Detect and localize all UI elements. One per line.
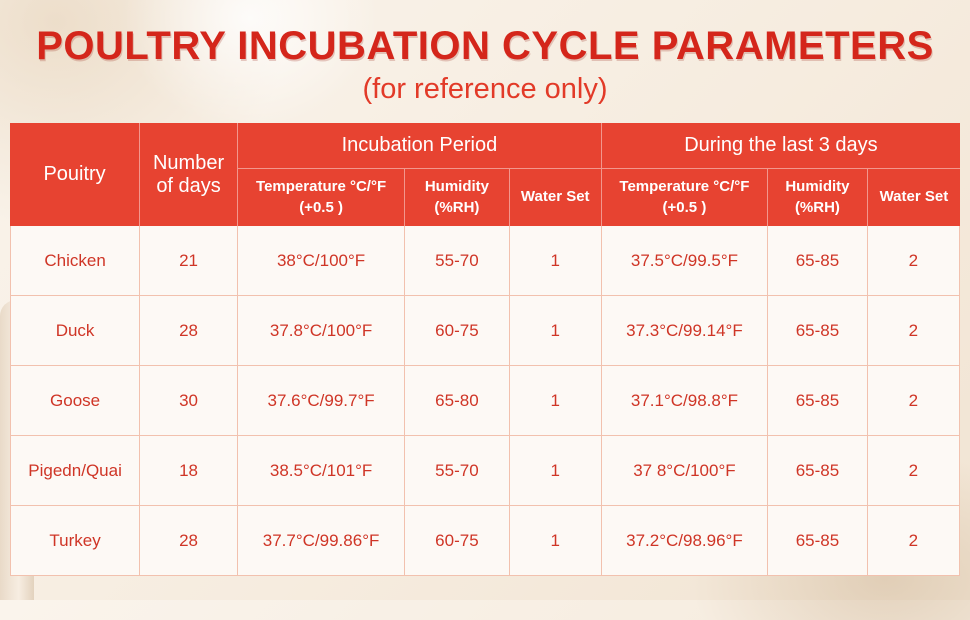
- table-cell: 37 8°C/100°F: [601, 436, 769, 506]
- page-subtitle: (for reference only): [362, 73, 608, 105]
- table-cell: 30: [140, 366, 238, 436]
- table-cell: 28: [140, 506, 238, 576]
- table-cell: 38.5°C/101°F: [237, 436, 406, 506]
- table-cell: 2: [867, 506, 960, 576]
- table-row: Goose 30 37.6°C/99.7°F 65-80 1 37.1°C/98.8°F 6…: [10, 366, 960, 436]
- poultry-name-cell: Turkey: [10, 506, 141, 576]
- table-cell: 65-85: [768, 366, 868, 436]
- table-cell: 2: [867, 436, 960, 506]
- table-cell: 2: [867, 366, 960, 436]
- table-cell: 21: [140, 226, 238, 296]
- table-cell: 37.3°C/99.14°F: [601, 296, 769, 366]
- table-cell: 65-80: [405, 366, 510, 436]
- table-cell: 37.8°C/100°F: [237, 296, 406, 366]
- incubation-table-container: Pouitry Number of days Incubation Period…: [10, 123, 960, 576]
- table-cell: 2: [867, 226, 960, 296]
- poultry-name-cell: Chicken: [10, 226, 141, 296]
- table-row: Pigedn/Quai 18 38.5°C/101°F 55-70 1 37 8°C/10…: [10, 436, 960, 506]
- header-humidity-incubation: Humidity (%RH): [405, 168, 510, 226]
- table-cell: 55-70: [405, 226, 510, 296]
- header-water-set-last3: Water Set: [867, 168, 960, 226]
- table-cell: 37.7°C/99.86°F: [237, 506, 406, 576]
- table-cell: 37.6°C/99.7°F: [237, 366, 406, 436]
- table-cell: 1: [509, 226, 602, 296]
- page-title: POULTRY INCUBATION CYCLE PARAMETERS: [36, 24, 934, 68]
- table-cell: 1: [509, 506, 602, 576]
- header-poultry: Pouitry: [10, 123, 141, 226]
- table-cell: 28: [140, 296, 238, 366]
- table-cell: 38°C/100°F: [237, 226, 406, 296]
- table-cell: 37.2°C/98.96°F: [601, 506, 769, 576]
- table-cell: 1: [509, 366, 602, 436]
- title-block: POULTRY INCUBATION CYCLE PARAMETERS (for…: [0, 0, 970, 106]
- table-cell: 2: [867, 296, 960, 366]
- table-cell: 65-85: [768, 506, 868, 576]
- header-last-3-days: During the last 3 days: [601, 123, 960, 168]
- table-row: Chicken 21 38°C/100°F 55-70 1 37.5°C/99.5°F 65…: [10, 226, 960, 296]
- table-cell: 60-75: [405, 506, 510, 576]
- table-cell: 65-85: [768, 226, 868, 296]
- poultry-name-cell: Goose: [10, 366, 141, 436]
- table-cell: 65-85: [768, 436, 868, 506]
- poultry-name-cell: Duck: [10, 296, 141, 366]
- header-humidity-last3: Humidity (%RH): [768, 168, 868, 226]
- table-cell: 1: [509, 296, 602, 366]
- table-cell: 37.5°C/99.5°F: [601, 226, 769, 296]
- table-row: Duck 28 37.8°C/100°F 60-75 1 37.3°C/99.14°F 65…: [10, 296, 960, 366]
- table-cell: 60-75: [405, 296, 510, 366]
- header-water-set-incubation: Water Set: [509, 168, 602, 226]
- table-body: Chicken 21 38°C/100°F 55-70 1 37.5°C/99.5°F 65…: [10, 226, 960, 576]
- poultry-name-cell: Pigedn/Quai: [10, 436, 141, 506]
- table-cell: 1: [509, 436, 602, 506]
- header-temperature-incubation: Temperature °C/°F (+0.5 ): [237, 168, 406, 226]
- table-cell: 55-70: [405, 436, 510, 506]
- incubation-table: Pouitry Number of days Incubation Period…: [10, 123, 960, 576]
- table-header: Pouitry Number of days Incubation Period…: [10, 123, 960, 226]
- header-incubation-period: Incubation Period: [237, 123, 602, 168]
- table-cell: 37.1°C/98.8°F: [601, 366, 769, 436]
- header-group-row: Pouitry Number of days Incubation Period…: [10, 123, 960, 226]
- table-row: Turkey 28 37.7°C/99.86°F 60-75 1 37.2°C/98.96…: [10, 506, 960, 576]
- header-temperature-last3: Temperature °C/°F (+0.5 ): [601, 168, 769, 226]
- table-cell: 65-85: [768, 296, 868, 366]
- header-number-of-days: Number of days: [140, 123, 238, 226]
- table-cell: 18: [140, 436, 238, 506]
